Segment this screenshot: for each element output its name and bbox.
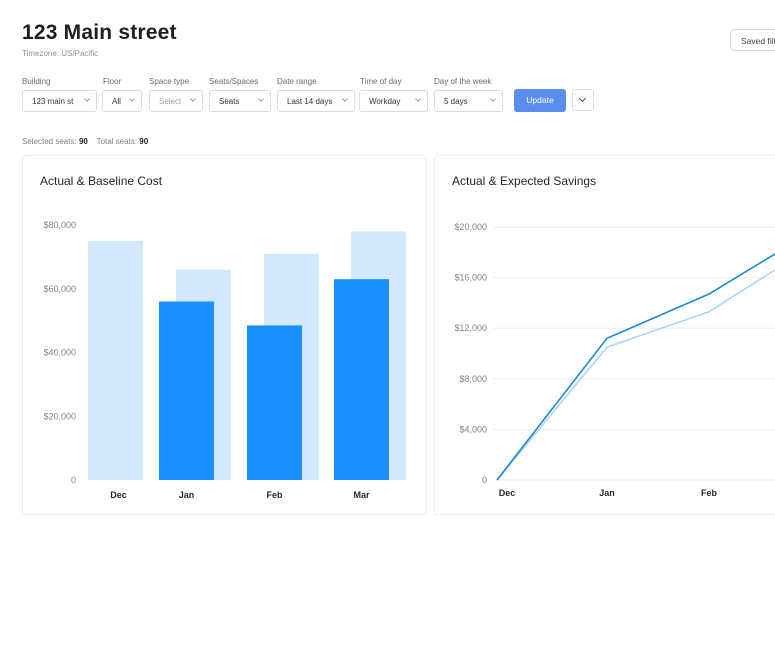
chevron-down-icon xyxy=(490,96,496,102)
time-of-day-label: Time of day xyxy=(360,77,402,86)
saved-filters-button[interactable]: Saved filters xyxy=(730,29,775,51)
bar-baseline xyxy=(88,240,143,480)
y-tick-label: $80,000 xyxy=(43,220,76,230)
chevron-down-icon xyxy=(578,94,587,103)
cost-chart-card: Actual & Baseline Cost 0 $20,000 $40,000 $6… xyxy=(22,155,427,515)
seat-summary: Selected seats: 90 Total seats: 90 xyxy=(22,137,148,146)
bar-actual xyxy=(334,279,389,480)
y-tick-label: $20,000 xyxy=(454,222,487,232)
selected-seats-label: Selected seats: xyxy=(22,137,77,146)
date-range-label: Date range xyxy=(277,77,317,86)
time-of-day-select-value: Workday xyxy=(369,97,401,106)
chevron-down-icon xyxy=(129,96,135,102)
seats-spaces-label: Seats/Spaces xyxy=(209,77,259,86)
y-tick-label: $16,000 xyxy=(454,273,487,283)
cost-chart-title: Actual & Baseline Cost xyxy=(40,174,163,188)
date-range-select[interactable]: Last 14 days xyxy=(277,90,355,112)
day-of-week-select-value: 5 days xyxy=(444,97,468,106)
more-options-button[interactable] xyxy=(572,89,594,111)
space-type-label: Space type xyxy=(149,77,190,86)
space-type-placeholder: Select xyxy=(159,97,182,106)
space-type-select[interactable]: Select xyxy=(149,90,203,112)
y-tick-label: $40,000 xyxy=(43,348,76,358)
seats-spaces-select-value: Seats xyxy=(219,97,240,106)
seats-spaces-select[interactable]: Seats xyxy=(209,90,271,112)
total-seats-value: 90 xyxy=(139,137,149,146)
building-select[interactable]: 123 main st xyxy=(22,90,97,112)
y-tick-label: $8,000 xyxy=(459,374,487,384)
chevron-down-icon xyxy=(190,96,196,102)
y-tick-label: $60,000 xyxy=(43,284,76,294)
selected-seats-value: 90 xyxy=(78,137,88,146)
line-expected xyxy=(496,269,775,481)
chevron-down-icon xyxy=(342,96,348,102)
floor-label: Floor xyxy=(103,77,122,86)
y-tick-label: 0 xyxy=(482,475,487,485)
savings-chart-title: Actual & Expected Savings xyxy=(452,174,597,188)
building-select-value: 123 main st xyxy=(32,97,74,106)
day-of-week-select[interactable]: 5 days xyxy=(434,90,503,112)
chevron-down-icon xyxy=(84,96,90,102)
y-tick-label: 0 xyxy=(71,475,76,485)
line-actual xyxy=(496,253,775,481)
x-tick-label: Mar xyxy=(353,490,370,500)
page-title: 123 Main street xyxy=(22,21,177,44)
total-seats-label: Total seats: xyxy=(96,137,138,146)
y-tick-label: $4,000 xyxy=(459,424,487,434)
chevron-down-icon xyxy=(258,96,264,102)
bar-actual xyxy=(247,325,302,480)
savings-chart-card: Actual & Expected Savings 0 $4,000 $8,000 $… xyxy=(434,155,775,515)
savings-chart: 0 $4,000 $8,000 $12,000 $16,000 $20,000 Dec Jan… xyxy=(454,222,775,498)
y-tick-label: $20,000 xyxy=(43,411,76,421)
building-label: Building xyxy=(22,77,51,86)
chevron-down-icon xyxy=(415,96,421,102)
timezone-label: Timezone: US/Pacific xyxy=(22,49,99,58)
x-tick-label: Dec xyxy=(110,490,127,500)
update-button[interactable]: Update xyxy=(514,89,566,112)
x-tick-label: Jan xyxy=(599,488,615,498)
time-of-day-select[interactable]: Workday xyxy=(359,90,428,112)
bar-actual xyxy=(159,301,214,480)
date-range-select-value: Last 14 days xyxy=(287,97,333,106)
x-tick-label: Feb xyxy=(266,490,283,500)
floor-select[interactable]: All xyxy=(102,90,142,112)
cost-chart: 0 $20,000 $40,000 $60,000 $80,000 Dec Jan Feb Ma… xyxy=(43,220,406,500)
x-tick-label: Dec xyxy=(499,488,516,498)
x-tick-label: Feb xyxy=(701,488,718,498)
y-tick-label: $12,000 xyxy=(454,323,487,333)
day-of-week-label: Day of the week xyxy=(434,77,492,86)
floor-select-value: All xyxy=(112,97,121,106)
x-tick-label: Jan xyxy=(179,490,195,500)
